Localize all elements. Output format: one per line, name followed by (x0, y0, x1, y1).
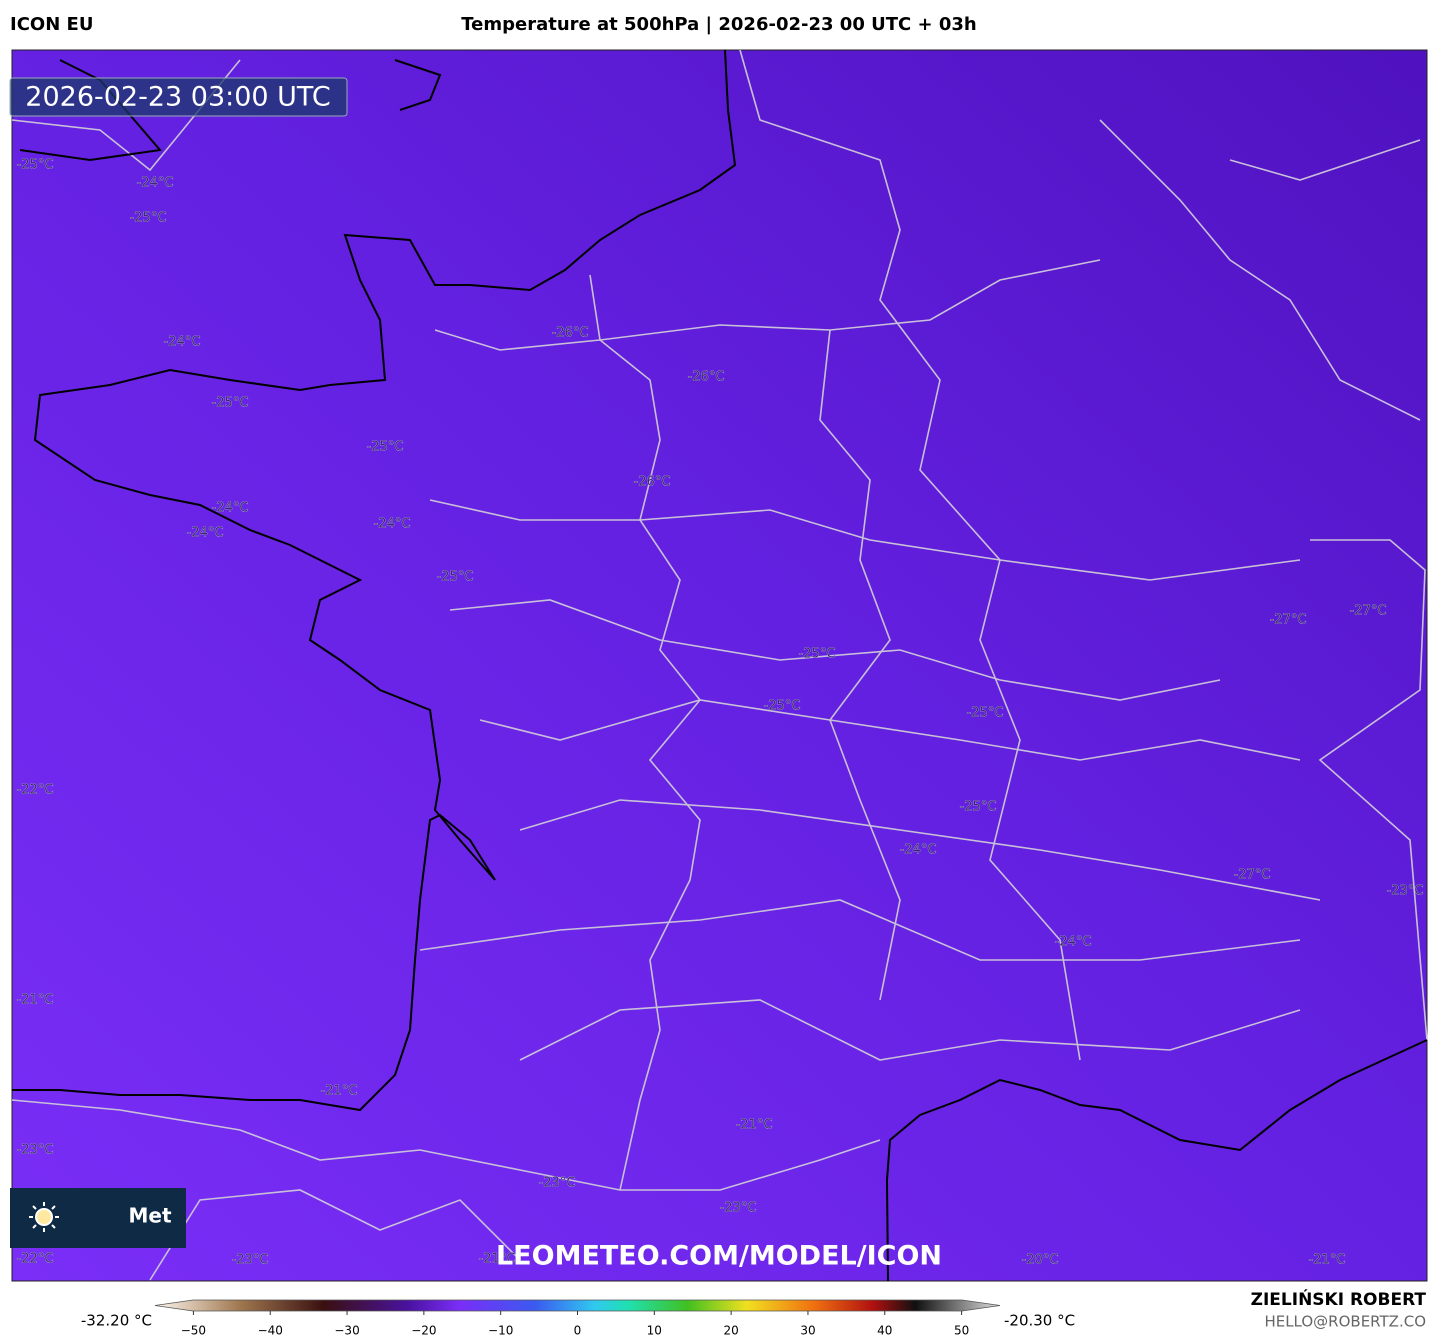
temp-label: -26°C (552, 326, 589, 341)
model-name: ICON EU (10, 14, 93, 35)
temp-label: -24°C (374, 517, 411, 532)
colorbar-tick-label: 30 (800, 1324, 815, 1338)
temp-label: -27°C (1350, 604, 1387, 619)
colorbar-tick-label: −50 (181, 1324, 206, 1338)
logo-sun (29, 1202, 59, 1232)
colorbar-max: -20.30 °C (1004, 1312, 1075, 1330)
temp-label: -22°C (17, 783, 54, 798)
colorbar-tick-label: −30 (334, 1324, 359, 1338)
temp-label: -24°C (212, 501, 249, 516)
temp-label: -25°C (960, 800, 997, 815)
map-title: Temperature at 500hPa | 2026-02-23 00 UT… (461, 14, 976, 35)
temp-label: -27°C (1270, 613, 1307, 628)
temp-label: -25°C (17, 158, 54, 173)
temp-label: -25°C (212, 396, 249, 411)
temp-label: -25°C (367, 440, 404, 455)
temp-label: -24°C (900, 843, 937, 858)
colorbar-tick-label: 20 (723, 1324, 738, 1338)
temp-label: -23°C (539, 1176, 576, 1191)
temp-label: -25°C (799, 647, 836, 662)
colorbar-tick-label: 0 (574, 1324, 582, 1338)
temp-label: -23°C (1387, 884, 1424, 899)
email: HELLO@ROBERTZ.CO (1264, 1313, 1426, 1331)
temp-label: -21°C (321, 1084, 358, 1099)
temp-label: -24°C (137, 176, 174, 191)
colorbar-tick-label: −10 (488, 1324, 513, 1338)
timestamp-box (9, 77, 348, 117)
logo-text: Met (128, 1204, 171, 1228)
colorbar-tick-label: 40 (877, 1324, 892, 1338)
temp-label: -23°C (17, 1143, 54, 1158)
temp-label: -23°C (232, 1253, 269, 1268)
temp-label: -25°C (130, 211, 167, 226)
coastline (12, 49, 1428, 1282)
timestamp: 2026-02-23 03:00 UTC (25, 82, 330, 113)
author: ZIELIŃSKI ROBERT (1251, 1288, 1427, 1310)
temp-label: -24°C (164, 335, 201, 350)
temp-label: -23°C (720, 1201, 757, 1216)
temp-label: -22°C (17, 1252, 54, 1267)
region-borders (11, 49, 1428, 1281)
map-area (11, 49, 1428, 1282)
temp-label: -21°C (736, 1118, 773, 1133)
colorbar-tick-label: −20 (411, 1324, 436, 1338)
temp-label: -26°C (634, 475, 671, 490)
temp-label: -25°C (437, 570, 474, 585)
colorbar-min: -32.20 °C (81, 1312, 152, 1330)
colorbar-body (154, 1299, 1001, 1312)
temp-label: -21°C (17, 993, 54, 1008)
temp-label: -25°C (967, 706, 1004, 721)
colorbar-tick-label: −40 (258, 1324, 283, 1338)
temp-label: -21°C (1309, 1253, 1346, 1268)
temp-label: -25°C (764, 699, 801, 714)
temp-label: -20°C (1022, 1253, 1059, 1268)
temp-label: -24°C (187, 526, 224, 541)
colorbar-tick-label: 50 (954, 1324, 969, 1338)
temp-label: -24°C (1055, 935, 1092, 950)
colorbar-tick-label: 10 (647, 1324, 662, 1338)
watermark: LEOMETEO.COM/MODEL/ICON (496, 1241, 942, 1272)
temp-label: -26°C (688, 370, 725, 385)
temp-label: -27°C (1234, 868, 1271, 883)
temp-label: -21°C (479, 1252, 516, 1267)
colorbar: −50 −40 −30 −20 −10 0 10 20 30 40 50 (154, 1299, 1001, 1338)
temperature-labels: -25°C -24°C -25°C -24°C -26°C -26°C -25°C -25°C… (16, 157, 1424, 1268)
